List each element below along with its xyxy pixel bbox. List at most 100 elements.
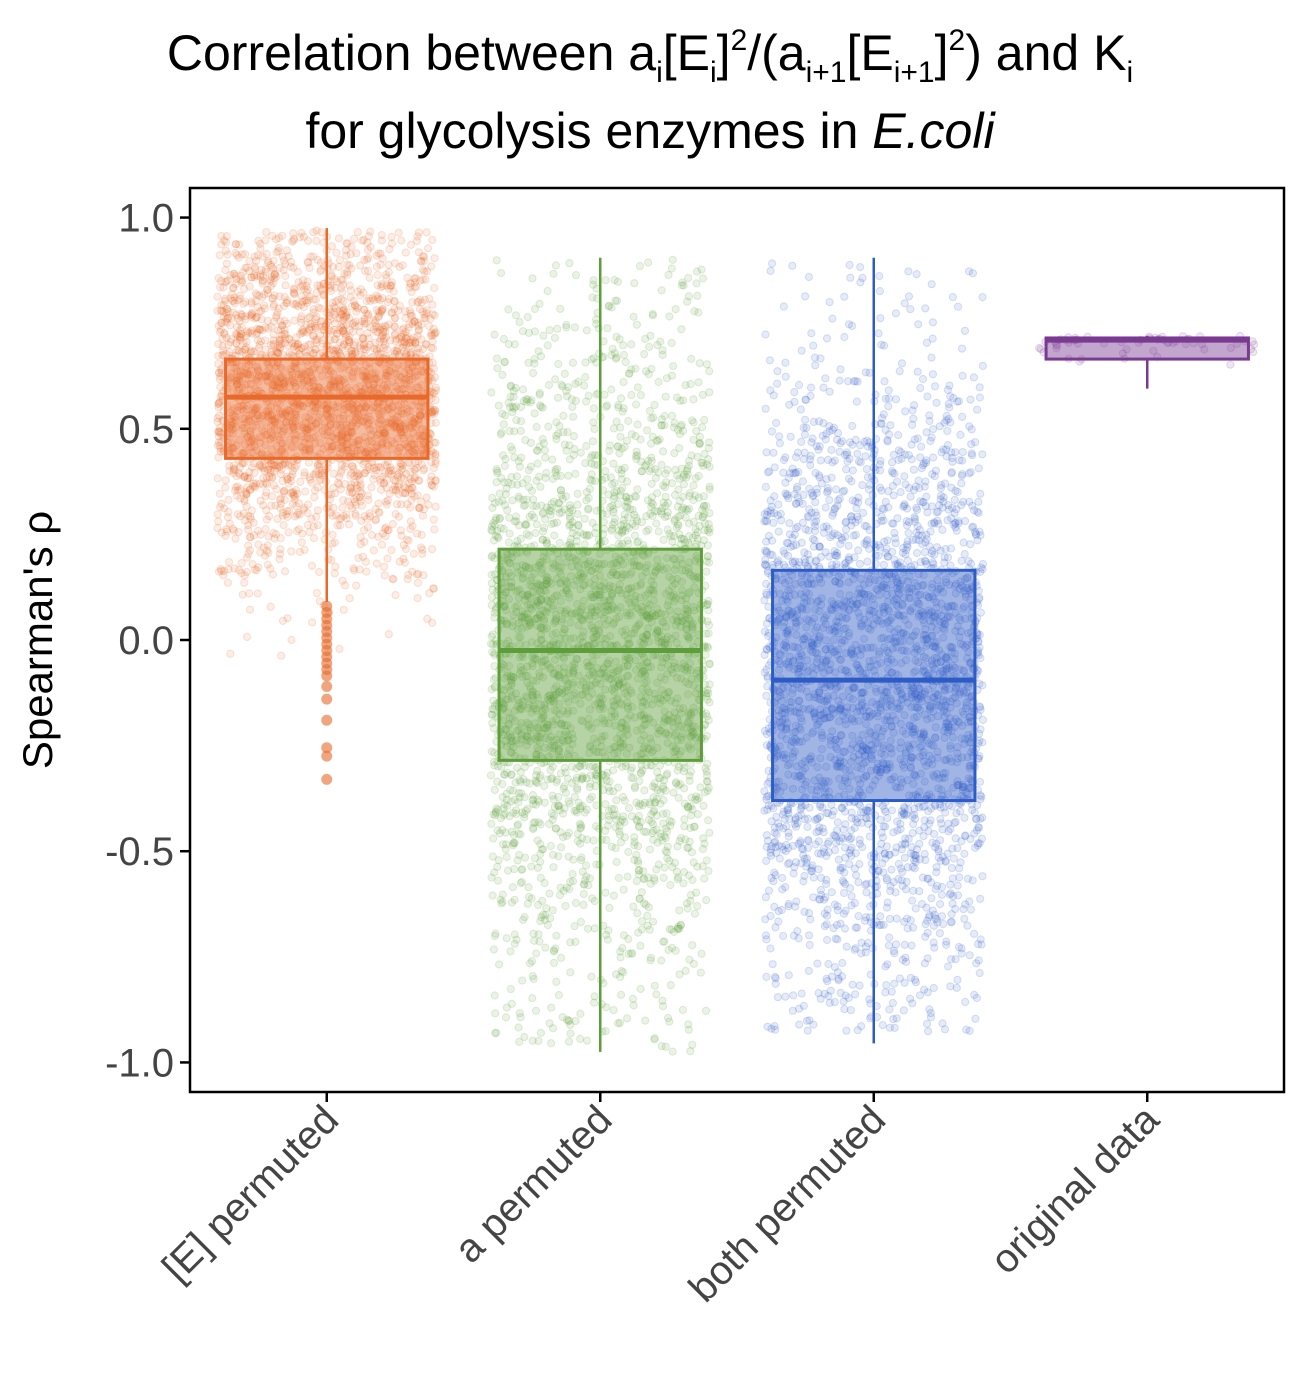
jitter-point — [403, 575, 412, 584]
jitter-point — [387, 546, 396, 555]
jitter-point — [617, 465, 626, 475]
jitter-point — [430, 330, 439, 339]
jitter-point — [601, 467, 610, 476]
jitter-point — [263, 560, 272, 569]
jitter-point — [306, 340, 315, 349]
jitter-point — [330, 335, 339, 344]
jitter-point — [493, 467, 502, 476]
jitter-point — [701, 764, 710, 773]
jitter-point — [489, 757, 499, 766]
jitter-point — [369, 475, 378, 484]
jitter-point — [493, 777, 502, 786]
jitter-point — [369, 426, 378, 435]
jitter-point — [408, 362, 417, 371]
jitter-point — [417, 320, 426, 329]
jitter-point — [395, 262, 404, 272]
jitter-point — [325, 381, 334, 391]
jitter-point — [305, 528, 314, 537]
jitter-point — [488, 585, 497, 594]
jitter-point — [216, 565, 225, 574]
jitter-point — [641, 1016, 650, 1025]
jitter-point — [394, 482, 403, 491]
jitter-point — [500, 461, 509, 471]
jitter-point — [492, 1028, 501, 1037]
outlier-point — [321, 773, 333, 785]
jitter-point — [360, 469, 369, 478]
jitter-point — [683, 470, 692, 479]
jitter-point — [245, 605, 255, 614]
jitter-point — [414, 503, 423, 512]
jitter-point — [428, 300, 437, 309]
jitter-point — [430, 525, 439, 534]
jitter-point — [231, 412, 240, 421]
jitter-point — [431, 456, 440, 465]
jitter-point — [311, 295, 320, 304]
jitter-point — [333, 402, 342, 411]
jitter-point — [562, 323, 571, 332]
jitter-point — [281, 330, 290, 339]
jitter-point — [272, 311, 281, 320]
jitter-point — [261, 492, 270, 501]
jitter-point — [410, 465, 419, 474]
jitter-point — [326, 367, 336, 376]
jitter-point — [330, 380, 339, 389]
jitter-point — [231, 534, 240, 543]
jitter-point — [382, 273, 391, 283]
jitter-point — [359, 417, 368, 426]
jitter-point — [541, 453, 550, 462]
jitter-point — [512, 416, 521, 425]
jitter-point — [394, 469, 404, 478]
jitter-point — [612, 857, 621, 867]
jitter-point — [600, 524, 609, 534]
jitter-point — [422, 493, 431, 502]
jitter-point — [427, 262, 436, 271]
jitter-point — [347, 480, 356, 489]
jitter-point — [290, 463, 299, 472]
jitter-point — [705, 659, 714, 668]
jitter-point — [288, 237, 297, 246]
jitter-point — [225, 466, 234, 476]
jitter-point — [700, 874, 709, 883]
jitter-point — [273, 378, 282, 387]
jitter-point — [422, 228, 431, 237]
jitter-point — [417, 530, 426, 540]
jitter-point — [238, 590, 247, 599]
jitter-point — [548, 762, 557, 771]
jitter-point — [258, 252, 267, 261]
jitter-point — [608, 344, 617, 353]
jitter-point — [652, 519, 661, 528]
jitter-point — [257, 265, 266, 275]
jitter-point — [271, 461, 280, 470]
jitter-point — [316, 258, 325, 267]
jitter-point — [252, 291, 261, 300]
jitter-point — [280, 379, 289, 388]
jitter-point — [705, 388, 714, 397]
jitter-point — [232, 310, 241, 319]
jitter-point — [225, 519, 234, 528]
jitter-point — [388, 520, 397, 529]
jitter-point — [516, 878, 525, 888]
jitter-point — [308, 422, 317, 431]
jitter-point — [279, 265, 288, 275]
jitter-point — [320, 423, 329, 432]
jitter-point — [648, 432, 657, 441]
jitter-point — [529, 795, 538, 804]
jitter-point — [360, 404, 370, 413]
jitter-point — [376, 478, 385, 487]
jitter-point — [428, 618, 437, 627]
jitter-point — [363, 238, 372, 247]
jitter-point — [390, 330, 399, 339]
jitter-point — [278, 231, 287, 240]
jitter-point — [309, 252, 318, 261]
jitter-point — [384, 418, 393, 427]
jitter-point — [260, 290, 269, 299]
jitter-point — [330, 569, 339, 578]
jitter-point — [339, 329, 349, 338]
jitter-point — [292, 431, 301, 440]
jitter-point — [359, 345, 369, 354]
jitter-point — [381, 523, 390, 532]
jitter-point — [226, 372, 235, 382]
jitter-point — [253, 417, 262, 426]
jitter-point — [273, 461, 282, 470]
jitter-point — [341, 581, 350, 590]
